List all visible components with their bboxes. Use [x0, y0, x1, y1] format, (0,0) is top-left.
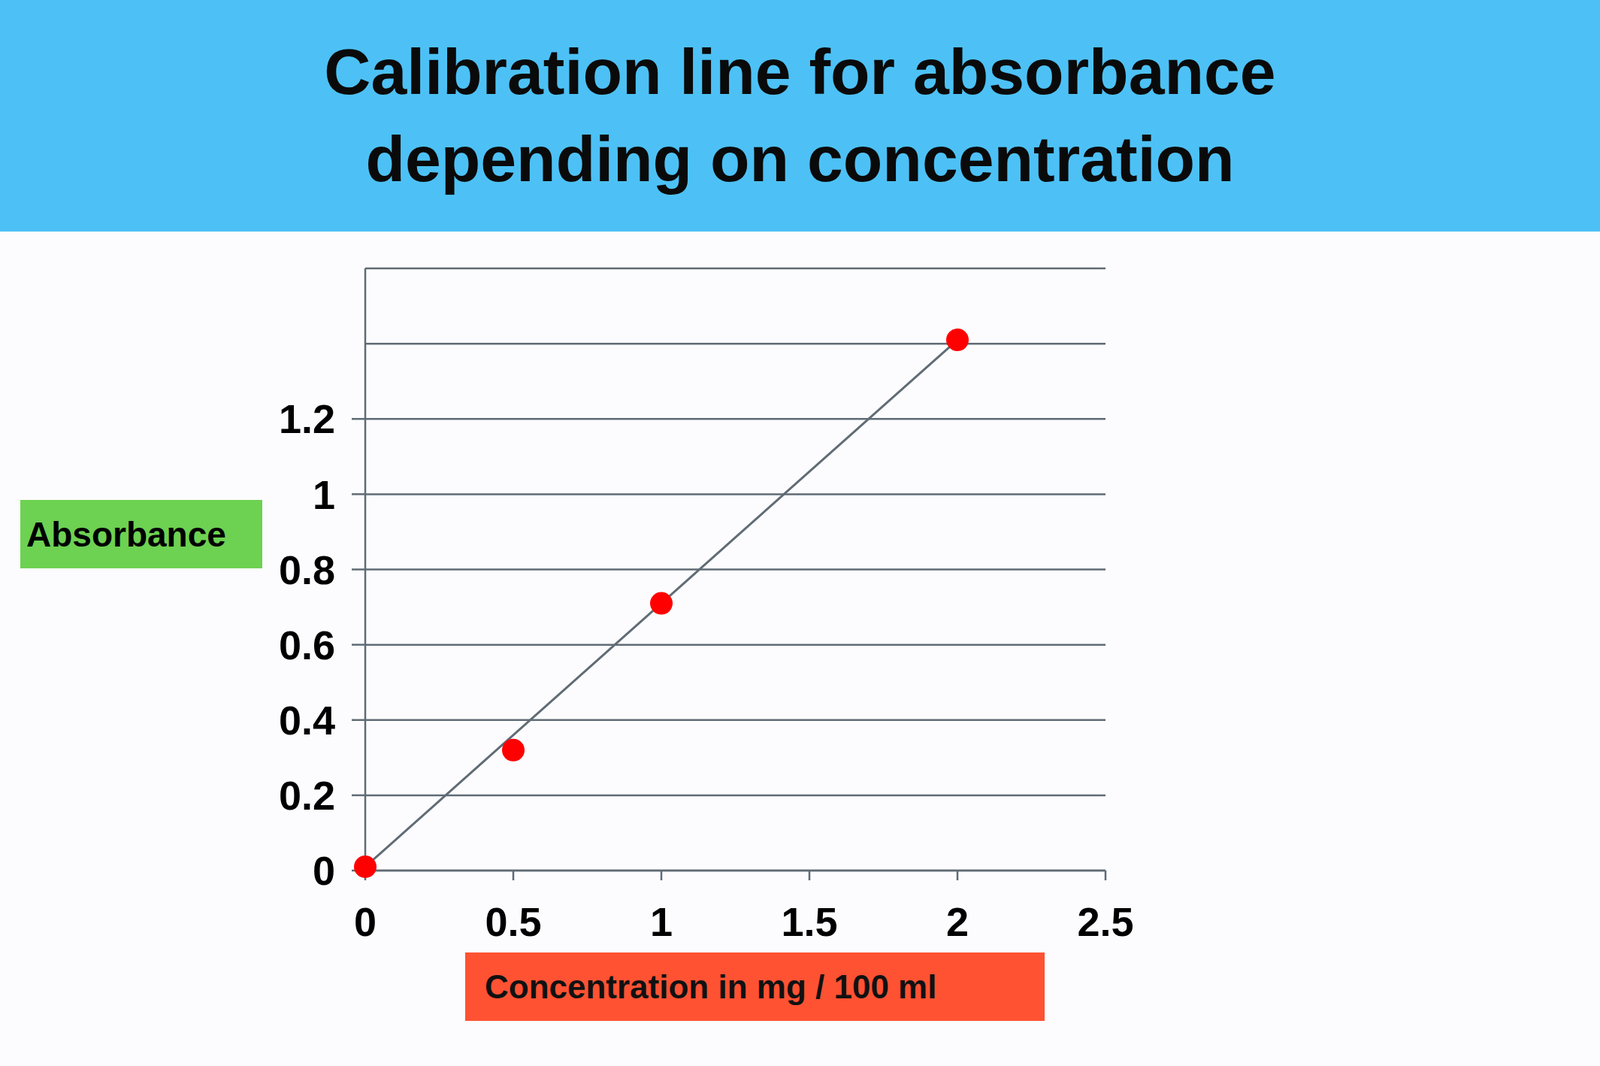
svg-text:0: 0	[353, 898, 377, 944]
svg-text:2: 2	[946, 898, 969, 944]
svg-text:1.2: 1.2	[278, 396, 336, 442]
svg-text:1: 1	[650, 898, 673, 944]
html-text:Absorbance: Absorbance	[26, 514, 227, 554]
html-text:Calibration line for absorbanc: Calibration line for absorbance dependin…	[324, 35, 1276, 195]
svg-text:1.5: 1.5	[780, 898, 838, 944]
svg-text:0: 0	[312, 847, 336, 893]
svg-text:0.2: 0.2	[278, 772, 336, 818]
svg-text:0.8: 0.8	[278, 547, 336, 593]
html-text:Concentration in mg / 100 ml: Concentration in mg / 100 ml	[484, 967, 937, 1005]
svg-text:2.5: 2.5	[1076, 898, 1134, 944]
svg-text:0.5: 0.5	[484, 898, 542, 944]
svg-text:1: 1	[312, 471, 336, 518]
svg-text:0.4: 0.4	[278, 697, 336, 743]
svg-text:0.6: 0.6	[278, 622, 336, 668]
